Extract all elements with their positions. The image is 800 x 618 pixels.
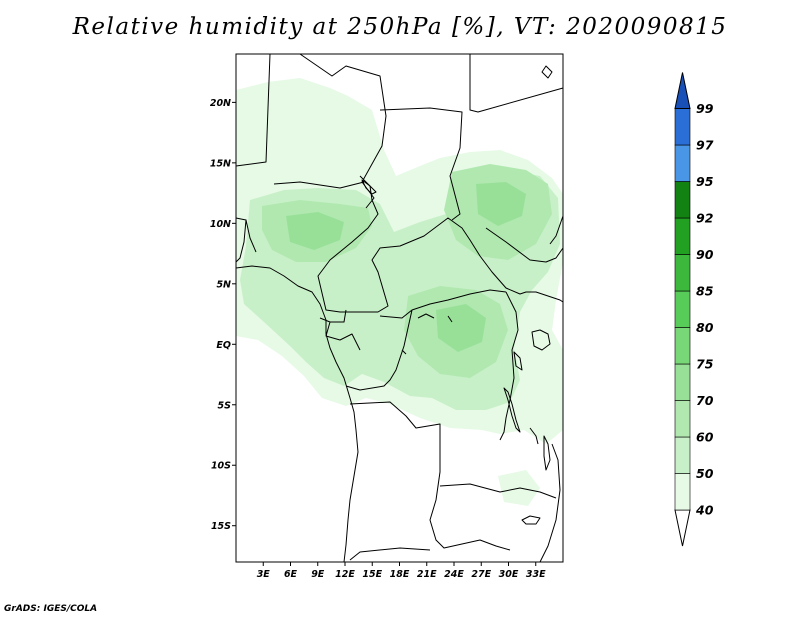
lat-tick-label: 5N <box>216 279 231 290</box>
colorbar-label: 40 <box>695 503 714 518</box>
lat-tick-label: 15S <box>211 521 231 532</box>
lon-tick-label: 3E <box>257 569 271 580</box>
colorbar-label: 60 <box>696 430 714 445</box>
colorbar-label: 80 <box>696 320 714 335</box>
colorbar-swatch <box>674 181 691 219</box>
colorbar-label: 95 <box>696 174 714 189</box>
lon-tick-label: 30E <box>499 569 519 580</box>
lat-tick-label: EQ <box>216 340 231 351</box>
colorbar-swatch <box>674 400 691 438</box>
colorbar-label: 97 <box>696 138 714 153</box>
colorbar-swatch <box>674 363 691 401</box>
colorbar-label: 92 <box>696 211 713 226</box>
lon-tick-label: 6E <box>284 569 298 580</box>
colorbar-label: 90 <box>696 247 714 262</box>
grads-credit: GrADS: IGES/COLA <box>4 604 98 614</box>
lon-tick-label: 12E <box>335 569 355 580</box>
lon-tick-label: 24E <box>444 569 464 580</box>
rh-75-region <box>286 212 344 250</box>
lake-tanganyika <box>503 387 521 433</box>
colorbar-swatch <box>674 290 691 328</box>
lake-tana <box>541 65 553 79</box>
colorbar-label: 75 <box>696 357 714 372</box>
lat-tick-label: 15N <box>210 158 231 169</box>
lake-malawi <box>543 435 551 471</box>
colorbar: 40 50 60 70 75 80 85 90 92 95 97 99 <box>674 72 714 547</box>
coastline <box>235 265 359 563</box>
colorbar-swatch <box>674 436 691 474</box>
colorbar-swatch <box>674 254 691 292</box>
lon-tick-label: 9E <box>311 569 325 580</box>
colorbar-swatch <box>674 473 691 511</box>
colorbar-lower-arrow <box>674 509 691 547</box>
colorbar-label: 70 <box>696 393 714 408</box>
lake-chad <box>361 179 377 195</box>
lake-kyoga <box>401 313 453 355</box>
country-borders <box>235 53 564 563</box>
lon-tick-label: 15E <box>362 569 382 580</box>
colorbar-label: 50 <box>696 466 714 481</box>
lake-victoria <box>531 329 551 351</box>
colorbar-swatch <box>674 327 691 365</box>
lat-tick-label: 10N <box>210 219 231 230</box>
humidity-field <box>236 78 563 506</box>
colorbar-swatch <box>674 217 691 255</box>
map-panel: 20N 15N 10N 5N EQ 5S 10S 15S 3E 6E 9E 12E 15E 18E 21E 2… <box>210 53 564 580</box>
map-title: Relative humidity at 250hPa [%], VT: 202… <box>72 14 728 40</box>
rh-75-region-b <box>476 182 526 226</box>
rh-50-northwest-patch <box>236 92 276 146</box>
lon-tick-label: 27E <box>471 569 491 580</box>
colorbar-label: 99 <box>696 101 714 116</box>
colorbar-label: 85 <box>696 284 714 299</box>
lat-tick-label: 10S <box>211 461 231 472</box>
axes: 20N 15N 10N 5N EQ 5S 10S 15S 3E 6E 9E 12E 15E 18E 21E 2… <box>210 98 546 580</box>
lat-tick-label: 5S <box>218 400 232 411</box>
lake-bangweulu <box>521 515 541 525</box>
lon-tick-label: 21E <box>417 569 437 580</box>
colorbar-swatch <box>674 144 691 182</box>
lake-albert <box>513 351 523 371</box>
colorbar-upper-arrow <box>674 72 691 109</box>
lat-tick-label: 20N <box>210 98 231 109</box>
lon-tick-label: 18E <box>390 569 410 580</box>
colorbar-swatch <box>674 108 691 146</box>
boundaries <box>235 53 564 563</box>
lon-tick-label: 33E <box>526 569 546 580</box>
